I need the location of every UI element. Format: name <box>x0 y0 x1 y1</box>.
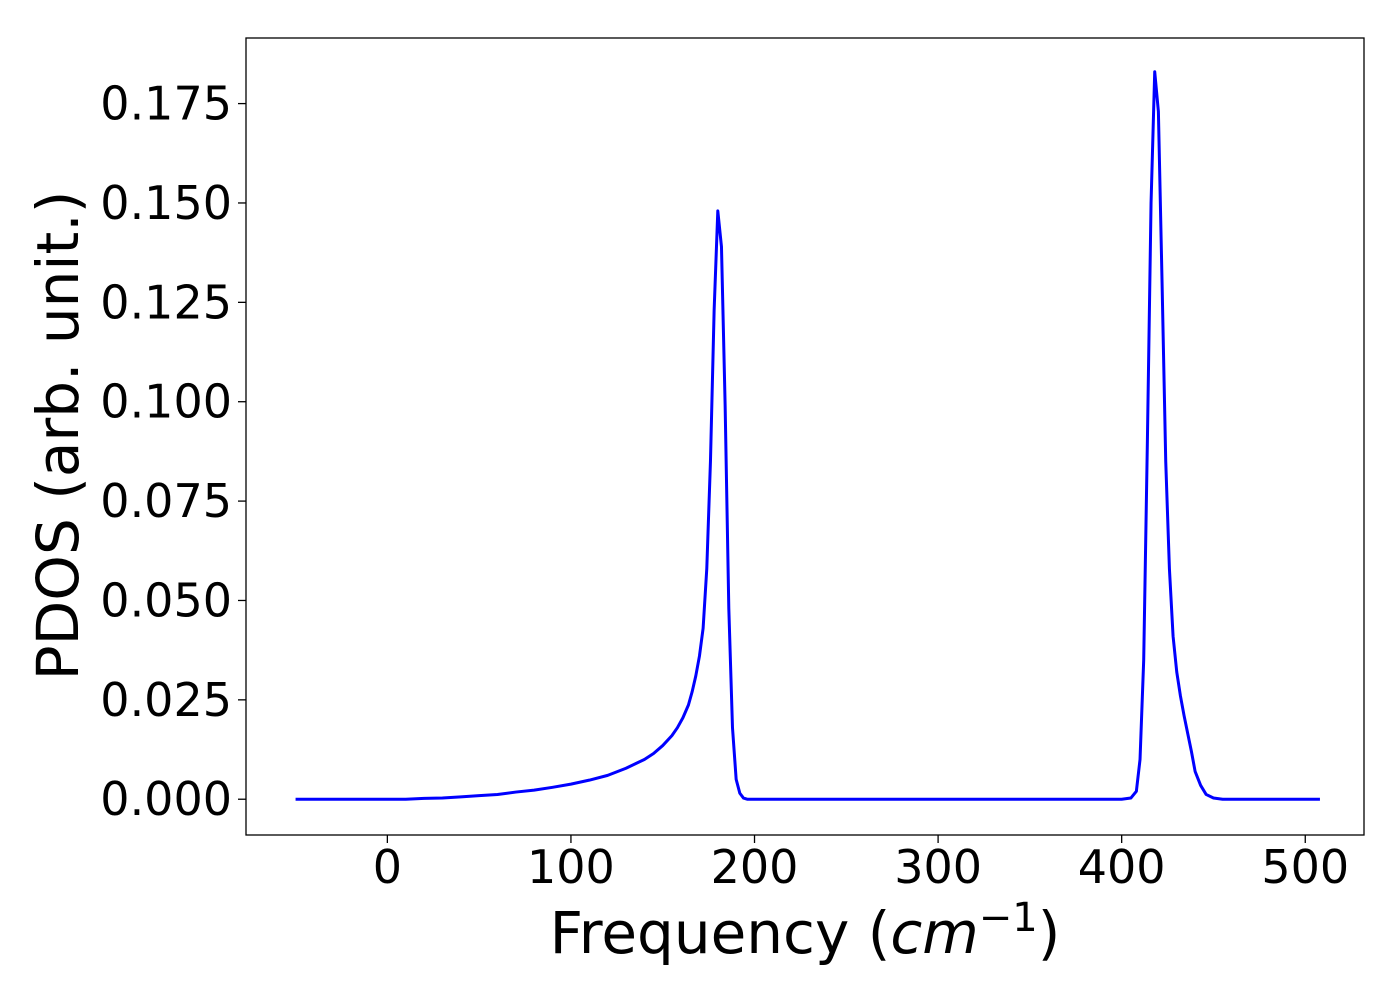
x-tick-label: 0 <box>373 840 402 894</box>
y-tick-label: 0.150 <box>100 176 232 230</box>
y-tick-label: 0.075 <box>100 474 232 528</box>
x-axis-ticks: 0 100 200 300 400 500 <box>373 835 1349 894</box>
x-axis-label-prefix: Frequency ( <box>550 899 891 967</box>
y-tick-label: 0.125 <box>100 275 232 329</box>
x-axis-label: Frequency (cm−1) <box>550 895 1061 967</box>
x-tick-label: 200 <box>711 840 799 894</box>
y-tick-label: 0.175 <box>100 77 232 131</box>
x-axis-label-exponent: −1 <box>979 895 1038 941</box>
x-tick-label: 100 <box>527 840 615 894</box>
y-tick-label: 0.000 <box>100 772 232 826</box>
x-tick-label: 400 <box>1078 840 1166 894</box>
x-tick-label: 500 <box>1261 840 1349 894</box>
x-axis-label-unit: cm <box>890 899 978 967</box>
y-tick-label: 0.100 <box>100 375 232 429</box>
pdos-series-line <box>295 70 1320 801</box>
y-axis-label: PDOS (arb. unit.) <box>24 191 92 681</box>
y-tick-label: 0.050 <box>100 573 232 627</box>
plot-frame <box>245 37 1365 836</box>
y-axis-ticks: 0.000 0.025 0.050 0.075 0.100 0.125 0.150 0.175 <box>100 77 246 826</box>
x-tick-label: 300 <box>894 840 982 894</box>
x-axis-label-suffix: ) <box>1038 899 1061 967</box>
y-tick-label: 0.025 <box>100 673 232 727</box>
